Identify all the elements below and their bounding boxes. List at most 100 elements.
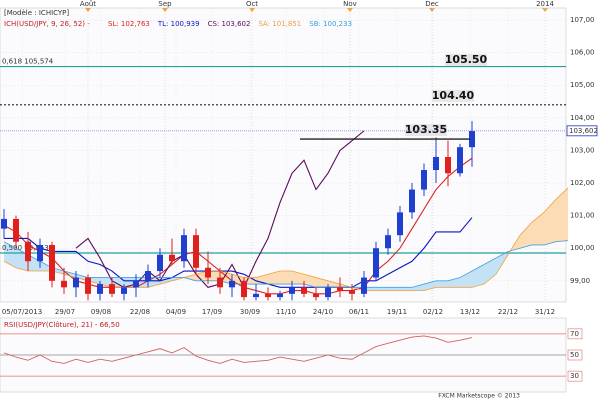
y-tick-label: 107,00 bbox=[570, 16, 595, 24]
indicator-line bbox=[3, 187, 569, 291]
cloud-fill bbox=[184, 274, 196, 281]
y-tick-label: 104,00 bbox=[570, 114, 595, 122]
x-tick-label: 30/09 bbox=[240, 308, 260, 316]
candle-body bbox=[1, 218, 7, 229]
rsi-tick-box bbox=[567, 370, 583, 382]
x-tick-label: 06/11 bbox=[349, 308, 369, 316]
x-tick-label: 17/09 bbox=[202, 308, 222, 316]
x-tick-label: 19/11 bbox=[387, 308, 407, 316]
y-tick-label: 99,00 bbox=[570, 277, 590, 285]
indicator-line bbox=[4, 217, 473, 288]
cloud-fill bbox=[544, 199, 556, 245]
candle-body bbox=[169, 254, 175, 262]
month-marker bbox=[347, 8, 353, 12]
badge-bg bbox=[445, 53, 487, 66]
month-marker bbox=[162, 8, 168, 12]
candle-body bbox=[109, 284, 115, 294]
legend-entry: CS: 103,602 bbox=[208, 20, 251, 28]
y-tick-label: 103,00 bbox=[570, 146, 595, 154]
cloud-fill bbox=[436, 280, 448, 288]
last-price-box bbox=[566, 125, 598, 137]
cloud-fill bbox=[400, 287, 412, 291]
candle-body bbox=[445, 156, 451, 174]
badge-bg bbox=[432, 89, 474, 102]
footer: FXCM Marketscope © 2013 bbox=[438, 393, 520, 400]
fib-label: 0,618 105,574 bbox=[2, 58, 54, 66]
last-price-label: 103,602 bbox=[569, 127, 598, 135]
cloud-fill bbox=[268, 271, 280, 285]
candle-body bbox=[289, 287, 295, 294]
candle-body bbox=[145, 271, 151, 281]
month-label: Oct bbox=[246, 0, 258, 8]
x-tick-label: 31/12 bbox=[535, 308, 555, 316]
candle-body bbox=[265, 293, 271, 298]
cloud-fill bbox=[520, 222, 532, 249]
month-label: Août bbox=[80, 0, 96, 8]
candle-body bbox=[433, 156, 439, 170]
month-marker bbox=[429, 8, 435, 12]
cloud-fill bbox=[556, 187, 568, 242]
x-tick-label: 22/08 bbox=[130, 308, 150, 316]
x-tick-label: 09/08 bbox=[91, 308, 111, 316]
candle-body bbox=[61, 280, 67, 288]
rsi-title: RSI(USD/JPY(Clôture), 21) - 66,50 bbox=[4, 321, 120, 329]
legend-entry: TL: 100,939 bbox=[157, 20, 200, 28]
badge: 105.50 bbox=[445, 53, 488, 66]
rsi-line bbox=[3, 335, 473, 364]
candle-body bbox=[229, 280, 235, 288]
cloud-fill bbox=[4, 241, 16, 268]
x-tick-label: 04/09 bbox=[166, 308, 186, 316]
cloud-fill bbox=[304, 274, 316, 288]
y-tick-label: 106,00 bbox=[570, 49, 595, 57]
candle-body bbox=[37, 244, 43, 262]
cloud-fill bbox=[328, 280, 340, 288]
candle-body bbox=[157, 254, 163, 272]
rsi-tick-label: 30 bbox=[570, 372, 579, 380]
candle-body bbox=[457, 147, 463, 174]
y-tick-label: 105,00 bbox=[570, 81, 595, 89]
y-tick-label: 100,00 bbox=[570, 244, 595, 252]
candle-body bbox=[361, 277, 367, 294]
candle-body bbox=[25, 241, 31, 262]
month-marker bbox=[249, 8, 255, 12]
candle-body bbox=[205, 267, 211, 278]
month-label: Sep bbox=[158, 0, 172, 8]
candle-body bbox=[409, 189, 415, 213]
x-tick-label: 24/10 bbox=[313, 308, 333, 316]
badge: 103.35 bbox=[405, 123, 447, 136]
cloud-fill bbox=[376, 287, 388, 291]
indicator-line bbox=[3, 240, 569, 288]
candle-body bbox=[49, 244, 55, 281]
model-label: [Modèle : ICHICYP] bbox=[4, 9, 69, 17]
cloud-fill bbox=[292, 271, 304, 285]
rsi-tick-label: 50 bbox=[570, 351, 579, 359]
candle-body bbox=[253, 293, 259, 298]
candle-body bbox=[217, 277, 223, 288]
y-tick-label: 102,00 bbox=[570, 179, 595, 187]
cloud-fill bbox=[472, 264, 484, 288]
candle-body bbox=[13, 218, 19, 242]
cloud-fill bbox=[412, 284, 424, 291]
candle-body bbox=[181, 235, 187, 262]
candle-body bbox=[385, 235, 391, 249]
rsi-tick-label: 70 bbox=[570, 330, 579, 338]
month-marker bbox=[85, 8, 91, 12]
x-tick-label: 29/07 bbox=[55, 308, 75, 316]
x-tick-label: 11/10 bbox=[276, 308, 296, 316]
cloud-fill bbox=[532, 212, 544, 245]
cloud-fill bbox=[280, 271, 292, 285]
candle-body bbox=[421, 169, 427, 190]
month-marker bbox=[542, 8, 548, 12]
candle-body bbox=[337, 287, 343, 291]
cloud-fill bbox=[64, 271, 76, 278]
x-tick-label: 22/12 bbox=[498, 308, 518, 316]
indicator-label: ICH(USD/JPY, 9, 26, 52) - bbox=[4, 20, 90, 28]
legend-entry: SA: 101,851 bbox=[258, 20, 301, 28]
month-label: Dec bbox=[425, 0, 439, 8]
cloud-fill bbox=[424, 280, 436, 291]
candle-body bbox=[73, 277, 79, 288]
badge: 104.40 bbox=[432, 89, 475, 102]
legend-entry: SB: 100,233 bbox=[309, 20, 352, 28]
candle-body bbox=[133, 280, 139, 288]
